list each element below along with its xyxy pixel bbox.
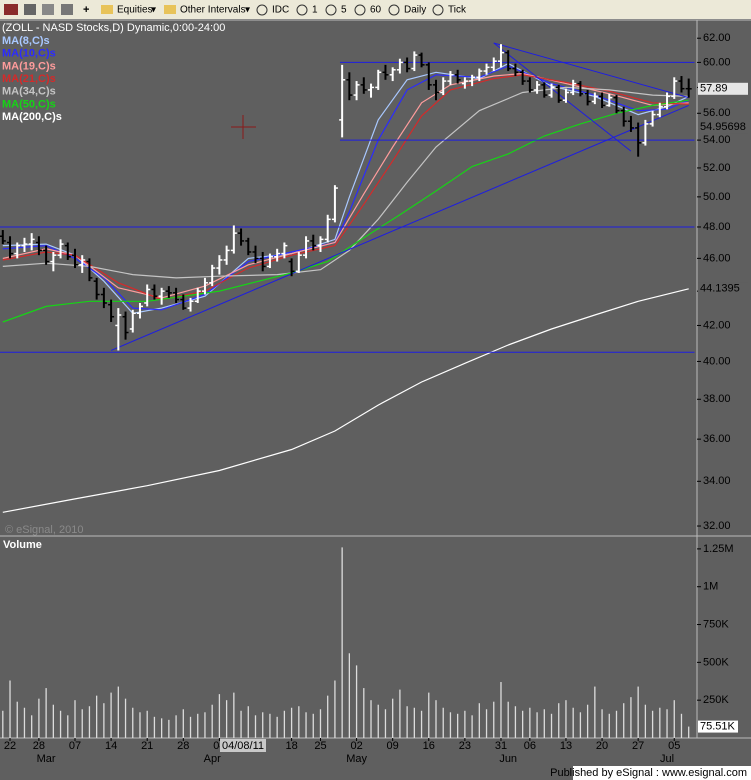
moving-average-line [2,72,689,299]
y-tick-label: 36.00 [703,433,731,445]
y-tick-label: 46.00 [703,252,731,264]
x-tick-label: 02 [350,740,362,752]
x-tick-label: 25 [314,740,326,752]
dropdown-arrow: ▾ [151,5,156,16]
moving-average-line [2,288,689,513]
y-tick-label: 38.00 [703,393,731,405]
y-tick-label: 50.00 [703,191,731,203]
y-tick-label: 1M [703,581,718,593]
legend-entry: MA(19,C)s [2,60,56,72]
legend-entry: MA(50,C)s [2,98,56,110]
y-tick-label: 250K [703,694,729,706]
readout: 75.51K [700,720,736,732]
x-tick-label: 18 [285,740,297,752]
icon [42,4,54,15]
y-tick-label: 52.00 [703,162,731,174]
moving-average-line [2,74,689,301]
toolbar-button[interactable]: 1 [312,5,318,16]
trendline [110,104,689,351]
y-tick-label: 56.00 [703,107,731,119]
icon [388,4,400,16]
toolbar-button[interactable]: Equities [117,5,153,16]
y-tick-label: 40.00 [703,355,731,367]
month-label: May [346,753,367,765]
y-tick-label: 54.00 [703,134,731,146]
dropdown-arrow: ▾ [245,5,250,16]
y-tick-label: 62.00 [703,32,731,44]
y-tick-label: 42.00 [703,319,731,331]
readout: 44.1395 [700,283,740,295]
icon [432,4,444,16]
y-tick-label: 1.25M [703,543,734,555]
chart-title: (ZOLL - NASD Stocks,D) Dynamic,0:00-24:0… [2,22,225,34]
y-tick-label: 32.00 [703,520,731,532]
x-tick-label: 31 [495,740,507,752]
legend-entry: MA(21,C)s [2,73,56,85]
month-label: Jul [660,753,674,765]
icon [101,5,113,14]
toolbar-button[interactable]: Daily [404,5,426,16]
month-label: Mar [37,753,56,765]
icon [4,4,18,15]
month-label: Jun [499,753,517,765]
readout-box [698,82,748,95]
toolbar-button[interactable]: Other Intervals [180,5,246,16]
toolbar-button[interactable]: 5 [341,5,347,16]
readout: 54.95698 [700,121,746,133]
legend-entry: MA(34,C)s [2,86,56,98]
trendline [493,42,689,99]
legend-entry: MA(10,C)s [2,48,56,60]
x-tick-label: 06 [524,740,536,752]
icon [325,4,337,16]
toolbar-button[interactable]: 60 [370,5,382,16]
toolbar [0,0,751,19]
icon [296,4,308,16]
x-tick-label: 13 [560,740,572,752]
icon [24,4,36,15]
toolbar-button[interactable]: IDC [272,5,289,16]
x-tick-label: 27 [632,740,644,752]
x-tick-label: 20 [596,740,608,752]
legend-entry: MA(200,C)s [2,111,62,123]
icon [256,4,268,16]
icon [354,4,366,16]
legend-entry: MA(8,C)s [2,35,50,47]
cursor-label-box [220,739,266,752]
readout-box [698,121,748,134]
x-tick-label: 21 [141,740,153,752]
y-tick-label: 60.00 [703,56,731,68]
x-tick-label: 07 [69,740,81,752]
icon: + [83,4,89,16]
icon [61,4,73,15]
x-tick-label: 28 [177,740,189,752]
toolbar-button[interactable]: Tick [448,5,467,16]
volume-title: Volume [3,539,42,551]
y-tick-label: 500K [703,656,729,668]
readout-box [698,720,738,733]
x-tick-label: 16 [423,740,435,752]
x-tick-label: 09 [387,740,399,752]
x-tick-label: 28 [33,740,45,752]
x-tick-label: 05 [668,740,680,752]
x-tick-label: 23 [459,740,471,752]
y-tick-label: 34.00 [703,475,731,487]
y-tick-label: 750K [703,618,729,630]
trendline [493,42,632,152]
footer: Published by eSignal : www.esignal.com [550,767,747,779]
readout-box [698,282,748,295]
cursor-label: 04/08/11 [222,740,264,752]
y-tick-label: 48.00 [703,221,731,233]
watermark: © eSignal, 2010 [5,524,83,536]
x-tick-label: 14 [105,740,117,752]
footer-box [573,766,751,780]
month-label: Apr [204,753,221,765]
readout: 57.89 [700,83,728,95]
icon [164,5,176,14]
x-tick-label: 22 [4,740,16,752]
